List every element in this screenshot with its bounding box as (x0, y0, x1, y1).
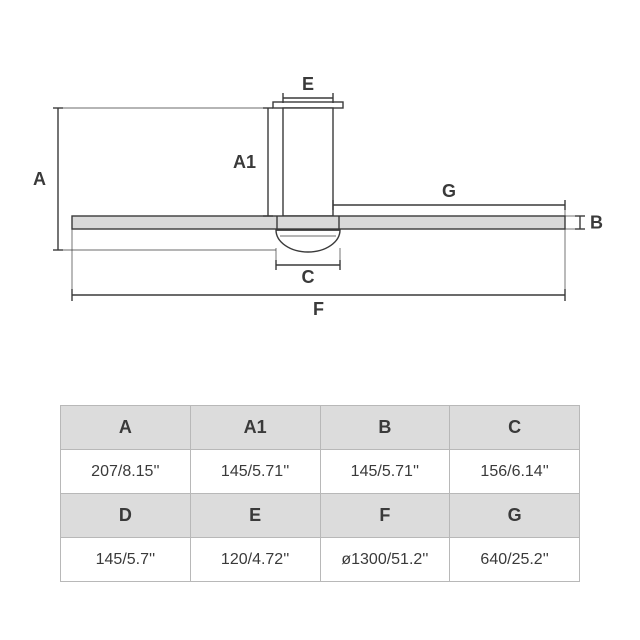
table-row: 145/5.7'' 120/4.72'' ø1300/51.2'' 640/25… (61, 538, 580, 582)
table-cell: 145/5.7'' (61, 538, 191, 582)
svg-text:A: A (33, 169, 46, 189)
table-header: A (61, 406, 191, 450)
tech-drawing-svg: E G CF A A1 B (0, 0, 640, 380)
svg-text:G: G (442, 181, 456, 201)
svg-text:C: C (302, 267, 315, 287)
table-cell: ø1300/51.2'' (320, 538, 450, 582)
table-cell: 145/5.71'' (320, 450, 450, 494)
svg-text:B: B (590, 213, 603, 233)
table-header: F (320, 494, 450, 538)
table-header: A1 (190, 406, 320, 450)
svg-text:E: E (302, 74, 314, 94)
table-header: D (61, 494, 191, 538)
table-row: 207/8.15'' 145/5.71'' 145/5.71'' 156/6.1… (61, 450, 580, 494)
svg-text:F: F (313, 299, 324, 319)
table-header: G (450, 494, 580, 538)
table-cell: 120/4.72'' (190, 538, 320, 582)
table-cell: 640/25.2'' (450, 538, 580, 582)
table-row: D E F G (61, 494, 580, 538)
diagram-stage: E G CF A A1 B (0, 0, 640, 380)
svg-text:A1: A1 (233, 152, 256, 172)
table-header: C (450, 406, 580, 450)
table-cell: 145/5.71'' (190, 450, 320, 494)
table-cell: 156/6.14'' (450, 450, 580, 494)
table-header: B (320, 406, 450, 450)
table-header: E (190, 494, 320, 538)
table-cell: 207/8.15'' (61, 450, 191, 494)
dimensions-table: A A1 B C 207/8.15'' 145/5.71'' 145/5.71'… (60, 405, 580, 582)
table-row: A A1 B C (61, 406, 580, 450)
